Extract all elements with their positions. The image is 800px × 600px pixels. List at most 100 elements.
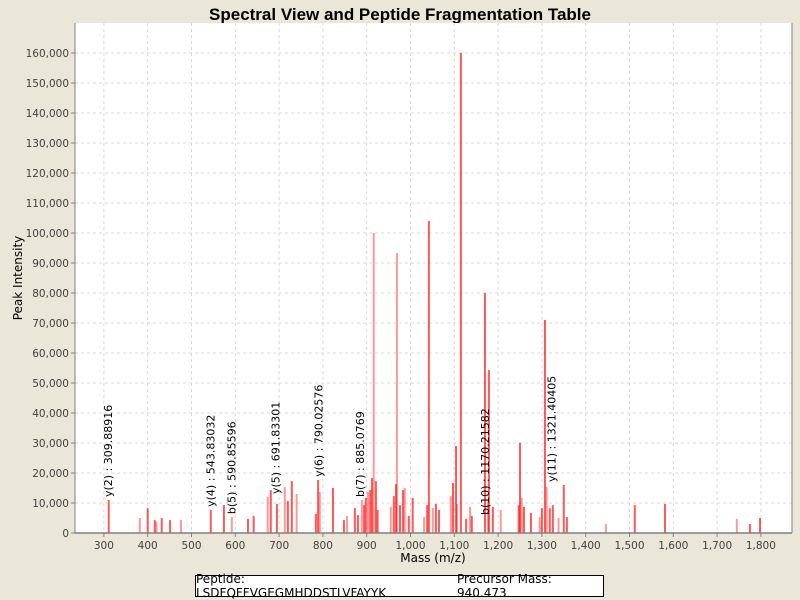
x-tick-label: 1,300 (527, 540, 557, 552)
peak-bar (557, 518, 560, 533)
peak-bar (222, 505, 225, 533)
peak-bar (179, 520, 182, 533)
peak-bar (356, 515, 359, 533)
x-tick-label: 1,200 (483, 540, 513, 552)
chart-title: Spectral View and Peptide Fragmentation … (209, 5, 591, 24)
fragment-annotation: b(10) : 1170.21582 (479, 408, 492, 515)
y-tick-label: 20,000 (32, 468, 69, 480)
y-tick-label: 50,000 (32, 378, 69, 390)
peak-bar (369, 490, 372, 533)
peak-bar (633, 505, 636, 533)
peak-bar (538, 517, 541, 533)
peak-bar (372, 233, 375, 533)
peak-bar (392, 496, 395, 533)
peak-bar (318, 491, 321, 533)
peak-bar (465, 518, 468, 533)
peak-bar (107, 500, 110, 533)
peak-bar (275, 503, 278, 533)
peptide-sequence: Peptide: LSDFQFFVGEGMHDDSTLVFAYYK (196, 572, 387, 600)
peak-bar (459, 53, 462, 533)
x-tick-label: 700 (269, 540, 289, 552)
peak-bar (290, 481, 293, 533)
y-tick-label: 130,000 (26, 138, 69, 150)
peak-bar (423, 517, 426, 533)
peak-bar (426, 505, 429, 533)
peak-bar (545, 487, 548, 533)
x-tick-label: 1,000 (395, 540, 425, 552)
x-tick-label: 800 (313, 540, 333, 552)
peak-bar (551, 505, 554, 533)
peak-bar (153, 520, 156, 533)
peaks (107, 53, 762, 533)
peak-bar (138, 518, 141, 533)
peak-bar (283, 487, 286, 533)
peak-bar (266, 497, 269, 533)
x-tick-label: 1,400 (571, 540, 601, 552)
peak-bar (735, 518, 738, 533)
peak-bar (317, 479, 320, 533)
peak-bar (411, 497, 414, 533)
x-tick-label: 400 (138, 540, 158, 552)
peak-bar (230, 517, 233, 533)
peak-bar (540, 508, 543, 533)
peak-bar (543, 320, 546, 533)
peak-bar (331, 488, 334, 533)
x-tick-label: 300 (94, 540, 114, 552)
peak-bar (759, 518, 762, 533)
peak-bar (398, 505, 401, 533)
peak-bar (342, 520, 345, 533)
peak-bar (376, 509, 379, 533)
peak-bar (360, 500, 363, 533)
peak-bar (427, 221, 430, 533)
peak-bar (364, 497, 367, 533)
peak-bar (520, 497, 523, 533)
y-tick-label: 0 (62, 528, 69, 540)
fragment-annotation: y(6) : 790.02576 (313, 385, 326, 477)
peak-bar (407, 515, 410, 533)
x-tick-label: 600 (225, 540, 245, 552)
peak-bar (748, 524, 751, 533)
peak-bar (286, 500, 289, 533)
peak-bar (604, 524, 607, 533)
peak-bar (374, 481, 377, 533)
fragment-annotation: b(5) : 590.85596 (225, 421, 238, 514)
peak-bar (491, 506, 494, 533)
peak-bar (565, 517, 568, 533)
peak-bar (345, 515, 348, 533)
peak-bar (389, 506, 392, 533)
y-tick-label: 70,000 (32, 318, 69, 330)
peak-bar (499, 509, 502, 533)
peak-bar (562, 485, 565, 533)
y-tick-label: 10,000 (32, 498, 69, 510)
peak-bar (295, 494, 298, 533)
grid (75, 23, 792, 534)
y-tick-label: 100,000 (26, 228, 69, 240)
x-tick-label: 1,500 (614, 540, 644, 552)
peak-bar (367, 491, 370, 533)
y-tick-label: 80,000 (32, 288, 69, 300)
peak-bar (519, 443, 522, 533)
peak-bar (483, 293, 486, 533)
peak-bar (269, 490, 272, 533)
peak-bar (169, 520, 172, 533)
y-tick-label: 120,000 (26, 168, 69, 180)
peak-bar (469, 506, 472, 533)
peak-bar (470, 515, 473, 533)
peak-bar (395, 484, 398, 533)
legend-box: Peptide: LSDFQFFVGEGMHDDSTLVFAYYK Precur… (195, 572, 604, 600)
y-tick-label: 150,000 (26, 78, 69, 90)
peak-bar (247, 518, 250, 533)
peak-bar (437, 509, 440, 533)
plot-area[interactable] (75, 23, 792, 533)
peak-bar (403, 488, 406, 533)
peak-bar (370, 478, 373, 533)
peak-bar (434, 503, 437, 533)
peak-bar (548, 508, 551, 533)
precursor-mass: Precursor Mass: 940.473 (457, 572, 552, 600)
fragment-annotation: y(11) : 1321.40405 (545, 376, 558, 482)
peak-bar (314, 514, 317, 533)
y-axis-label: Peak Intensity (11, 236, 25, 321)
y-tick-label: 160,000 (26, 48, 69, 60)
peak-bar (431, 508, 434, 533)
